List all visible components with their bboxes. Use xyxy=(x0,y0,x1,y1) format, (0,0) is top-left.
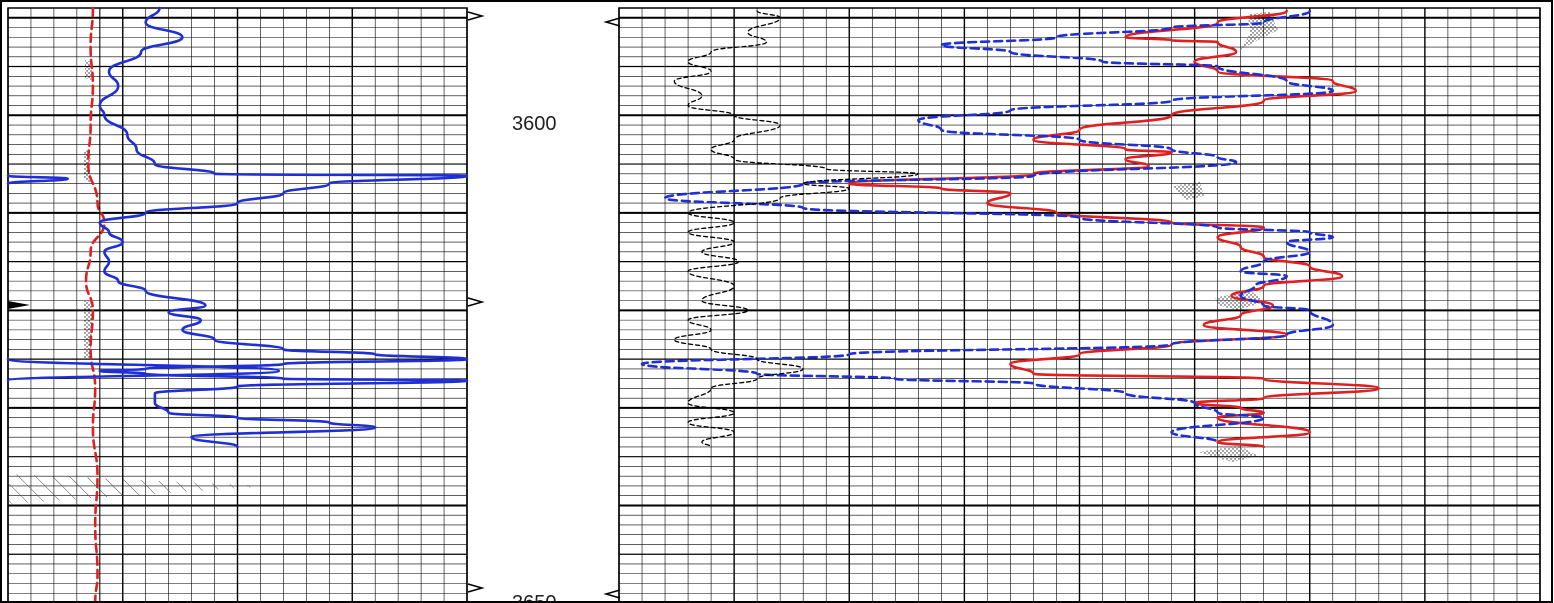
track1-hatch-fill xyxy=(8,474,270,504)
depth-column: 3600 3650 xyxy=(8,11,621,603)
track2-dots-4 xyxy=(1198,446,1258,462)
track2-red-solid-curve xyxy=(848,9,1381,449)
track1-blue-kick-lower-curve xyxy=(6,357,281,382)
depth-label-3650: 3650 xyxy=(512,592,557,603)
track1-blue-solid-curve xyxy=(98,6,469,449)
track-2-grid xyxy=(618,7,1541,603)
right-arrow-marker xyxy=(467,297,485,307)
track2-black-dashed-curve xyxy=(673,10,919,448)
track2-blue-dashed-curve xyxy=(640,9,1335,444)
track2-dots-2 xyxy=(1172,182,1204,200)
left-edge-tick xyxy=(8,301,30,309)
left-arrow-marker xyxy=(603,589,621,599)
track2-dots-1 xyxy=(1240,12,1278,50)
track-1-grid xyxy=(7,7,468,603)
right-arrow-marker xyxy=(467,11,485,21)
track1-red-dashed-curve xyxy=(84,6,106,603)
curve-layer xyxy=(6,6,1381,603)
track-border xyxy=(618,7,1541,603)
depth-label-3600: 3600 xyxy=(512,113,557,135)
left-arrow-marker xyxy=(603,17,621,27)
right-arrow-marker xyxy=(467,583,485,593)
shading-layer xyxy=(8,12,1278,504)
track1-blue-kicks-curve xyxy=(6,174,69,185)
track1-red-dots-1 xyxy=(85,60,92,80)
